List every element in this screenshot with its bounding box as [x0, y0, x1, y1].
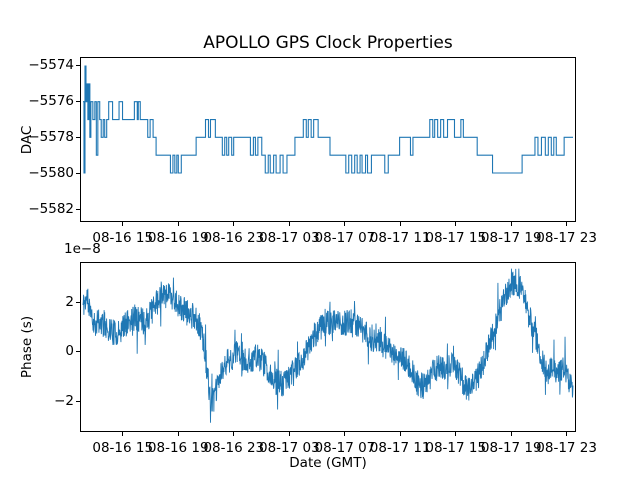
x-tick-label: 08-16 23	[203, 440, 265, 456]
y-tick-mark	[76, 209, 80, 211]
x-tick-label: 08-17 19	[480, 440, 542, 456]
x-tick-mark	[233, 432, 235, 436]
x-tick-label: 08-16 15	[92, 230, 154, 246]
y-tick-mark	[76, 351, 80, 353]
x-tick-label: 08-17 07	[314, 230, 376, 246]
y-tick-label: −5576	[28, 92, 74, 109]
x-tick-mark	[399, 432, 401, 436]
figure-title: APOLLO GPS Clock Properties	[203, 33, 453, 53]
dac-step-line	[82, 65, 574, 174]
x-tick-mark	[399, 222, 401, 226]
x-tick-mark	[177, 432, 179, 436]
x-tick-mark	[122, 432, 124, 436]
x-tick-label: 08-17 03	[259, 440, 320, 456]
x-tick-label: 08-16 15	[92, 440, 154, 456]
x-tick-label: 08-17 15	[425, 230, 487, 246]
phase-plot-area	[82, 268, 574, 423]
y-tick-mark	[76, 301, 80, 303]
x-tick-mark	[288, 432, 290, 436]
x-tick-label: 08-17 15	[425, 440, 487, 456]
x-tick-mark	[344, 222, 346, 226]
y-tick-label: −5582	[28, 201, 74, 218]
x-tick-mark	[510, 432, 512, 436]
x-tick-label: 08-17 19	[480, 230, 542, 246]
x-tick-mark	[233, 222, 235, 226]
x-tick-label: 08-17 23	[536, 230, 597, 246]
x-tick-label: 08-16 19	[147, 230, 209, 246]
x-tick-mark	[344, 432, 346, 436]
x-tick-mark	[177, 222, 179, 226]
date-axis-label: Date (GMT)	[289, 455, 367, 471]
x-tick-mark	[455, 432, 457, 436]
y-tick-mark	[76, 172, 80, 174]
y-tick-label: −5580	[28, 164, 74, 181]
x-tick-label: 08-17 23	[536, 440, 597, 456]
dac-axes	[80, 57, 576, 222]
x-tick-label: 08-17 07	[314, 440, 376, 456]
y-tick-label: 0	[65, 343, 74, 360]
x-tick-mark	[566, 432, 568, 436]
dac-plot-area	[82, 65, 574, 174]
x-tick-mark	[122, 222, 124, 226]
x-tick-label: 08-17 11	[369, 230, 431, 246]
x-tick-label: 08-17 03	[259, 230, 320, 246]
x-tick-label: 08-16 19	[147, 440, 209, 456]
phase-noise-line	[82, 268, 574, 423]
phase-axis-offset-text: 1e−8	[64, 241, 101, 257]
x-tick-mark	[566, 222, 568, 226]
y-tick-label: 2	[65, 293, 74, 310]
y-tick-label: −2	[54, 392, 74, 409]
y-tick-mark	[76, 64, 80, 66]
phase-axes	[80, 262, 576, 432]
y-tick-mark	[76, 400, 80, 402]
x-tick-label: 08-17 11	[369, 440, 431, 456]
x-tick-label: 08-16 23	[203, 230, 265, 246]
x-tick-mark	[510, 222, 512, 226]
x-tick-mark	[455, 222, 457, 226]
y-tick-mark	[76, 100, 80, 102]
y-tick-mark	[76, 136, 80, 138]
x-tick-mark	[288, 222, 290, 226]
y-tick-label: −5574	[28, 56, 74, 73]
y-tick-label: −5578	[28, 128, 74, 145]
